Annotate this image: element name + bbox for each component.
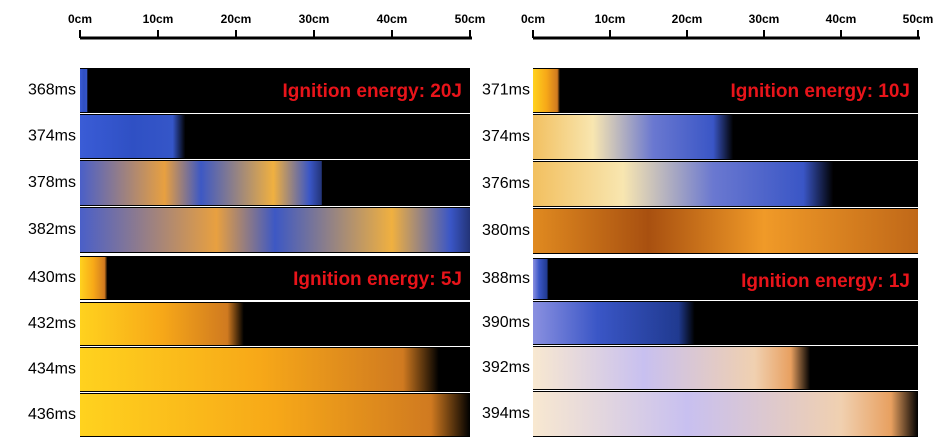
flame <box>80 394 470 436</box>
figure: 0cm 10cm 20cm 30cm 40cm 50cm 368ms 374ms 378ms 38… <box>0 0 946 437</box>
flame <box>80 257 107 299</box>
flame <box>533 302 695 344</box>
energy-label: Ignition energy: 1J <box>741 271 910 292</box>
time-label: 376ms <box>482 175 530 192</box>
energy-label: Ignition energy: 20J <box>283 81 462 102</box>
time-label: 432ms <box>28 315 76 332</box>
scale-label: 30cm <box>749 12 780 26</box>
time-label: 368ms <box>28 82 76 99</box>
scale-label: 30cm <box>299 12 330 26</box>
time-label: 392ms <box>482 359 530 376</box>
time-label: 388ms <box>482 270 530 287</box>
scale-label: 10cm <box>595 12 626 26</box>
scale-label: 0cm <box>68 12 92 26</box>
time-label: 430ms <box>28 269 76 286</box>
flame <box>80 161 322 205</box>
flame <box>533 392 918 436</box>
flame <box>533 347 810 389</box>
time-label: 374ms <box>482 128 530 145</box>
scale-label: 50cm <box>455 12 486 26</box>
scale-label: 20cm <box>221 12 252 26</box>
time-label: 371ms <box>482 82 530 99</box>
flame <box>533 162 833 206</box>
time-label: 436ms <box>28 406 76 423</box>
time-label: 390ms <box>482 314 530 331</box>
flame <box>80 208 470 252</box>
flame <box>533 69 560 112</box>
time-label: 378ms <box>28 174 76 191</box>
energy-label: Ignition energy: 5J <box>293 269 462 290</box>
time-label: 382ms <box>28 221 76 238</box>
flame <box>533 115 733 159</box>
flame <box>533 259 548 299</box>
scale-label: 0cm <box>521 12 545 26</box>
scale-label: 40cm <box>377 12 408 26</box>
flame <box>80 69 88 112</box>
time-label: 394ms <box>482 405 530 422</box>
time-label: 374ms <box>28 128 76 145</box>
time-label: 380ms <box>482 222 530 239</box>
energy-label: Ignition energy: 10J <box>731 81 910 102</box>
flame <box>533 209 918 253</box>
scale-label: 20cm <box>672 12 703 26</box>
flame <box>80 303 244 345</box>
scale-label: 40cm <box>826 12 857 26</box>
flame <box>80 348 439 391</box>
scale-label: 10cm <box>143 12 174 26</box>
time-label: 434ms <box>28 361 76 378</box>
flame <box>80 115 185 158</box>
scale-label: 50cm <box>903 12 934 26</box>
